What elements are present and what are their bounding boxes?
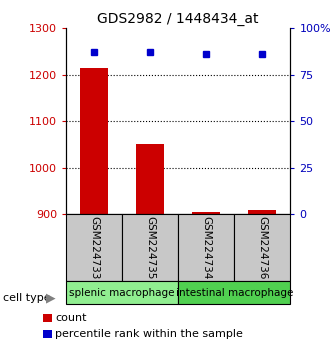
Bar: [66, 281, 178, 304]
Bar: [248, 210, 277, 214]
Bar: [178, 281, 290, 304]
Bar: [80, 68, 108, 214]
Text: GSM224733: GSM224733: [89, 216, 99, 280]
Text: intestinal macrophage: intestinal macrophage: [176, 288, 293, 298]
Text: percentile rank within the sample: percentile rank within the sample: [55, 329, 243, 339]
Text: cell type: cell type: [3, 293, 51, 303]
Bar: [192, 212, 220, 214]
Bar: [234, 214, 290, 281]
Text: ▶: ▶: [46, 292, 56, 304]
Text: splenic macrophage: splenic macrophage: [69, 288, 175, 298]
Bar: [178, 214, 234, 281]
Text: count: count: [55, 313, 87, 323]
Text: GSM224734: GSM224734: [201, 216, 211, 280]
Text: GSM224736: GSM224736: [257, 216, 267, 280]
Bar: [122, 214, 178, 281]
Bar: [66, 214, 122, 281]
Bar: [136, 144, 164, 214]
Text: GSM224735: GSM224735: [145, 216, 155, 280]
Title: GDS2982 / 1448434_at: GDS2982 / 1448434_at: [97, 12, 259, 26]
